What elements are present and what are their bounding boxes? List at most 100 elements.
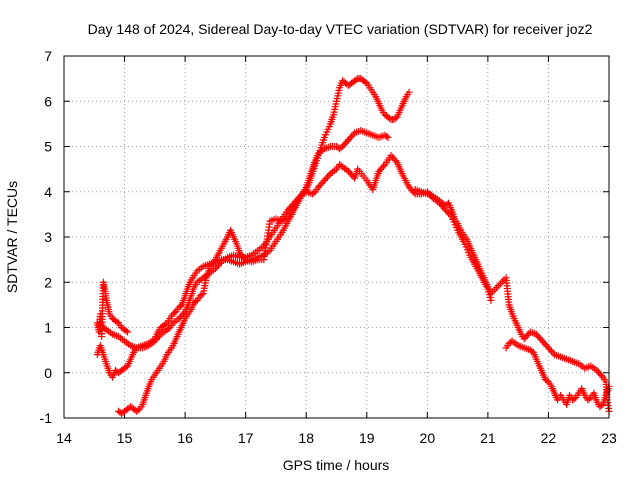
data-point-marker	[387, 152, 395, 160]
data-point-marker	[523, 331, 531, 339]
data-point-marker	[385, 114, 393, 122]
data-point-marker	[239, 252, 247, 260]
y-tick-label: 4	[44, 184, 52, 200]
data-point-marker	[585, 395, 593, 403]
data-point-marker	[214, 261, 222, 269]
y-tick-label: 6	[44, 93, 52, 109]
data-point-marker	[543, 342, 551, 350]
x-tick-label: 20	[420, 430, 436, 446]
data-point-marker	[593, 366, 601, 374]
data-point-marker	[240, 254, 248, 262]
x-tick-label: 18	[298, 430, 314, 446]
grid-lines	[63, 55, 610, 419]
data-point-marker	[487, 296, 495, 304]
data-point-marker	[541, 340, 549, 348]
data-point-marker	[322, 175, 330, 183]
data-point-marker	[323, 173, 331, 181]
data-points	[93, 75, 613, 417]
data-point-marker	[540, 339, 548, 347]
data-point-marker	[164, 325, 172, 333]
data-point-marker	[198, 291, 206, 299]
data-point-marker	[237, 251, 245, 259]
data-point-marker	[375, 167, 383, 175]
x-tick-label: 17	[238, 430, 254, 446]
data-point-marker	[346, 134, 354, 142]
data-point-marker	[348, 132, 356, 140]
data-point-marker	[154, 334, 162, 342]
data-point-marker	[534, 332, 542, 340]
data-point-marker	[314, 183, 322, 191]
data-point-marker	[337, 162, 345, 170]
data-point-marker	[520, 335, 528, 343]
data-point-marker	[211, 265, 219, 273]
data-point-marker	[192, 297, 200, 305]
data-point-marker	[594, 368, 602, 376]
data-point-marker	[349, 131, 357, 139]
y-tick-label: 7	[44, 48, 52, 64]
data-point-marker	[544, 344, 552, 352]
chart-title: Day 148 of 2024, Sidereal Day-to-day VTE…	[88, 21, 593, 37]
data-point-marker	[379, 162, 387, 170]
data-point-marker	[216, 260, 224, 268]
data-point-marker	[155, 332, 163, 340]
x-tick-label: 16	[177, 430, 193, 446]
x-tick-label: 14	[56, 430, 72, 446]
data-point-marker	[319, 178, 327, 186]
y-tick-label: 1	[44, 320, 52, 336]
data-point-marker	[597, 372, 605, 380]
x-tick-label: 15	[117, 430, 133, 446]
data-point-marker	[549, 349, 557, 357]
data-point-marker	[348, 171, 356, 179]
data-point-marker	[122, 327, 130, 335]
data-point-marker	[213, 263, 221, 271]
data-point-marker	[405, 88, 413, 96]
data-point-marker	[316, 182, 324, 190]
data-point-marker	[535, 334, 543, 342]
data-point-marker	[384, 133, 392, 141]
data-point-marker	[177, 313, 185, 321]
plot-frame	[63, 55, 610, 419]
data-point-marker	[175, 314, 183, 322]
data-point-marker	[361, 78, 369, 86]
data-point-marker	[390, 155, 398, 163]
data-point-marker	[532, 330, 540, 338]
x-tick-label: 19	[359, 430, 375, 446]
x-tick-label: 21	[480, 430, 496, 446]
data-point-marker	[345, 136, 353, 144]
data-point-marker	[405, 183, 413, 191]
data-point-marker	[134, 406, 142, 414]
data-point-marker	[310, 189, 318, 197]
data-point-marker	[392, 157, 400, 165]
data-point-marker	[317, 180, 325, 188]
y-tick-label: 3	[44, 229, 52, 245]
data-point-marker	[346, 169, 354, 177]
data-point-marker	[113, 318, 121, 326]
data-point-marker	[161, 320, 169, 328]
data-point-marker	[538, 337, 546, 345]
data-point-marker	[543, 377, 551, 385]
data-point-marker	[522, 333, 530, 341]
y-tick-label: 2	[44, 274, 52, 290]
y-tick-label: -1	[40, 410, 53, 426]
data-point-marker	[151, 337, 159, 345]
data-point-marker	[445, 209, 453, 217]
data-point-marker	[339, 143, 347, 150]
data-point-marker	[570, 395, 578, 403]
data-point-marker	[124, 328, 132, 336]
data-point-marker	[546, 346, 554, 354]
x-axis-label: GPS time / hours	[283, 457, 390, 473]
data-point-marker	[280, 216, 288, 224]
data-point-marker	[378, 164, 386, 172]
data-point-marker	[325, 171, 333, 179]
x-tick-label: 22	[541, 430, 557, 446]
data-point-marker	[389, 153, 397, 161]
data-point-marker	[537, 335, 545, 343]
x-tick-label: 23	[601, 430, 617, 446]
data-point-marker	[547, 347, 555, 355]
data-point-marker	[152, 335, 160, 343]
data-point-marker	[178, 311, 186, 319]
y-axis-label: SDTVAR / TECUs	[4, 181, 20, 293]
y-tick-label: 0	[44, 365, 52, 381]
